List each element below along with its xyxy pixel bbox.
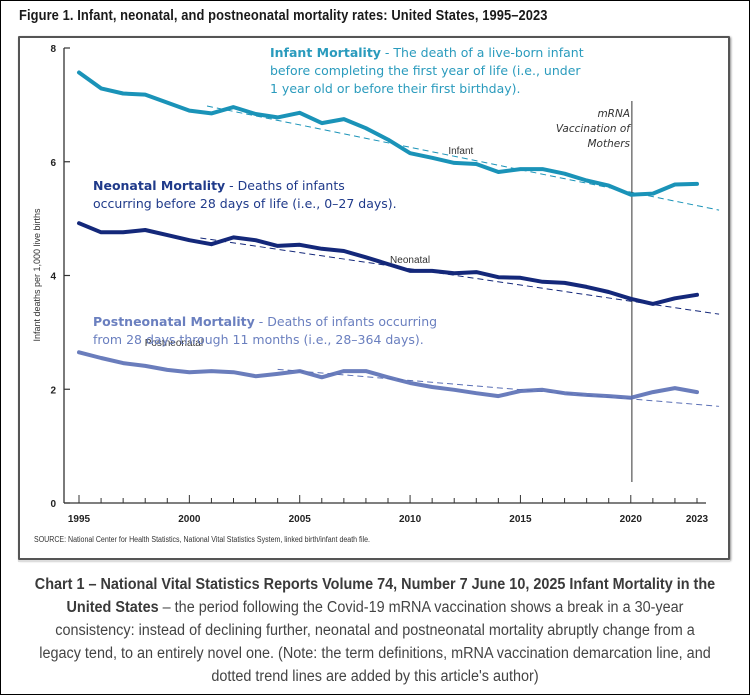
line-chart: 0 2 4 6 8 1995 2000 2005 2010 2015 2020 2023 Infant… <box>32 44 720 525</box>
y-tick-label: 4 <box>50 272 56 283</box>
divider <box>18 560 730 562</box>
y-tick-label: 8 <box>50 44 56 55</box>
y-tick-label: 6 <box>50 158 56 169</box>
caption-bold: Chart 1 – National Vital Statistics Repo… <box>34 576 716 616</box>
x-tick-label: 2005 <box>289 514 312 525</box>
infant-term: Infant Mortality <box>270 45 381 60</box>
y-tick-label: 2 <box>50 385 56 396</box>
y-axis-label: Infant deaths per 1,000 live births <box>32 208 42 342</box>
series-line-neonatal <box>77 221 699 306</box>
caption-text: – the period following the Covid-19 mRNA… <box>39 599 711 685</box>
x-tick-label: 2015 <box>509 514 532 525</box>
neonatal-term: Neonatal Mortality <box>93 178 226 193</box>
infant-definition: Infant Mortality - The death of a live-b… <box>270 45 584 96</box>
x-tick-label: 2020 <box>620 514 643 525</box>
series-label-postneonatal: Postneonatal <box>145 338 203 349</box>
chart-caption: Chart 1 – National Vital Statistics Repo… <box>34 573 717 688</box>
vaccination-label: mRNA Vaccination of Mothers <box>555 108 630 150</box>
series-labels: Infant Neonatal Postneonatal <box>145 146 474 349</box>
trend-line <box>200 237 720 315</box>
postneonatal-term: Postneonatal Mortality <box>93 314 255 329</box>
x-tick-label: 2010 <box>399 514 422 525</box>
series-line-postneonatal <box>77 350 699 400</box>
postneonatal-definition: Postneonatal Mortality - Deaths of infan… <box>93 314 438 347</box>
source-note: SOURCE: National Center for Health Stati… <box>34 535 370 544</box>
y-tick-label: 0 <box>50 499 56 510</box>
series-label-infant: Infant <box>448 146 473 157</box>
series-line-infant <box>77 70 699 197</box>
figure-title: Figure 1. Infant, neonatal, and postneon… <box>19 7 548 24</box>
x-tick-label: 1995 <box>68 514 91 525</box>
neonatal-definition: Neonatal Mortality - Deaths of infants o… <box>93 178 397 211</box>
trend-line <box>277 368 720 407</box>
x-tick-label: 2023 <box>686 514 709 525</box>
x-tick-label: 2000 <box>178 514 201 525</box>
axes: 0 2 4 6 8 1995 2000 2005 2010 2015 2020 2023 <box>50 44 708 525</box>
chart-frame <box>18 36 730 560</box>
series-lines <box>77 70 699 400</box>
series-label-neonatal: Neonatal <box>390 255 430 266</box>
